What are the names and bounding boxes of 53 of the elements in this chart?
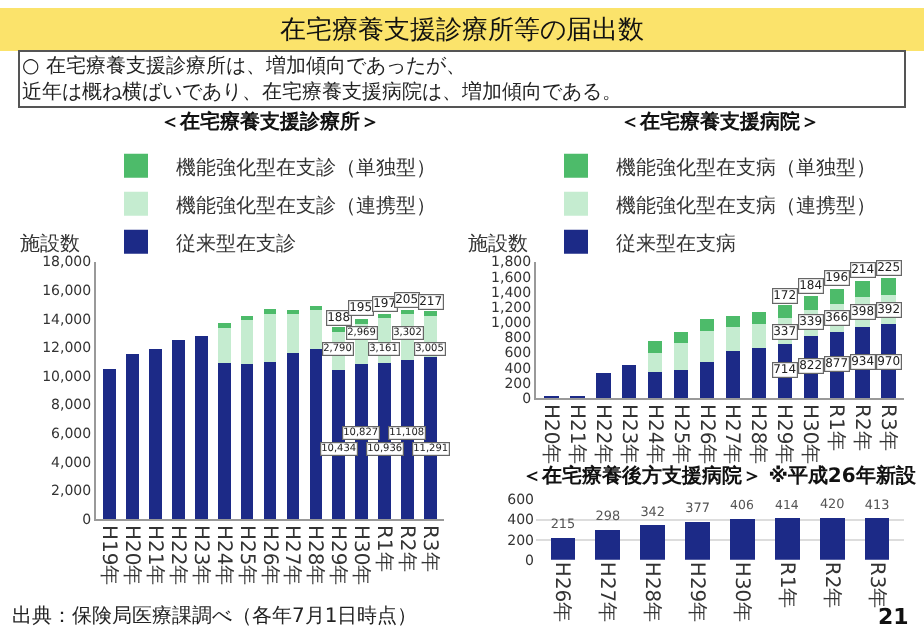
text: 21 — [878, 604, 909, 630]
text: 在宅療養支援診療所等の届出数 — [280, 14, 644, 46]
chart-title: ＜在宅療養後方支援病院＞ — [522, 464, 762, 488]
x-tick-label: H23年 — [188, 524, 213, 586]
y-axis-title: 施設数 — [20, 232, 80, 256]
x-tick-label: H20年 — [539, 404, 564, 465]
x-tick-label: H21年 — [143, 524, 168, 586]
x-tick-label: H26年 — [694, 404, 719, 465]
x-tick-label: H30年 — [349, 524, 374, 586]
x-tick-label: R3年 — [417, 524, 442, 572]
x-tick-label: H21年 — [564, 404, 589, 465]
x-tick-label: R3年 — [864, 561, 889, 609]
x-tick-label: H22年 — [165, 524, 190, 586]
x-tick-label: H24年 — [642, 404, 667, 465]
text: ○ 在宅療養支援診療所は、増加傾向であったが、近年は概ね横ばいであり、在宅療養支援病院は、増加傾向である。 — [22, 54, 622, 104]
x-tick-label: H28年 — [640, 561, 665, 623]
x-tick-label: H29年 — [772, 404, 797, 465]
x-tick-label: H27年 — [280, 524, 305, 586]
legend-label: 機能強化型在支診（連携型） — [176, 193, 436, 218]
legend-label: 従来型在支診 — [176, 231, 296, 256]
x-tick-label: H29年 — [685, 561, 710, 623]
x-tick-label: R3年 — [875, 404, 900, 451]
x-tick-label: R2年 — [394, 524, 419, 572]
legend-label: 従来型在支病 — [616, 231, 736, 256]
legend-label: 機能強化型在支病（単独型） — [616, 155, 876, 180]
legend-label: 機能強化型在支診（単独型） — [176, 155, 436, 180]
x-tick-label: H25年 — [668, 404, 693, 465]
x-tick-label: R2年 — [819, 561, 844, 609]
x-tick-label: R1年 — [774, 561, 799, 609]
x-tick-label: H23年 — [616, 404, 641, 465]
x-tick-label: H28年 — [746, 404, 771, 465]
x-tick-label: H22年 — [590, 404, 615, 465]
x-tick-label: H27年 — [595, 561, 620, 623]
x-tick-label: H20年 — [120, 524, 145, 586]
chart-subtitle: ※平成26年新設 — [768, 464, 918, 488]
x-tick-label: H26年 — [257, 524, 282, 586]
x-tick-label: R1年 — [371, 524, 396, 572]
source-note: 出典：保険局医療課調べ（各年7月1日時点） — [12, 604, 418, 628]
x-tick-label: H28年 — [303, 524, 328, 586]
x-tick-label: R1年 — [824, 404, 849, 451]
x-tick-label: H19年 — [97, 524, 122, 586]
x-tick-label: H26年 — [550, 561, 575, 623]
x-tick-label: H30年 — [798, 404, 823, 465]
legend-label: 機能強化型在支病（連携型） — [616, 193, 876, 218]
x-tick-label: H30年 — [729, 561, 754, 623]
x-tick-label: R2年 — [850, 404, 875, 451]
y-axis-title: 施設数 — [468, 232, 528, 256]
x-tick-label: H27年 — [720, 404, 745, 465]
x-tick-label: H24年 — [211, 524, 236, 586]
chart-title: ＜在宅療養支援診療所＞ — [160, 110, 380, 134]
chart-title: ＜在宅療養支援病院＞ — [620, 110, 820, 134]
x-tick-label: H25年 — [234, 524, 259, 586]
x-tick-label: H29年 — [326, 524, 351, 586]
